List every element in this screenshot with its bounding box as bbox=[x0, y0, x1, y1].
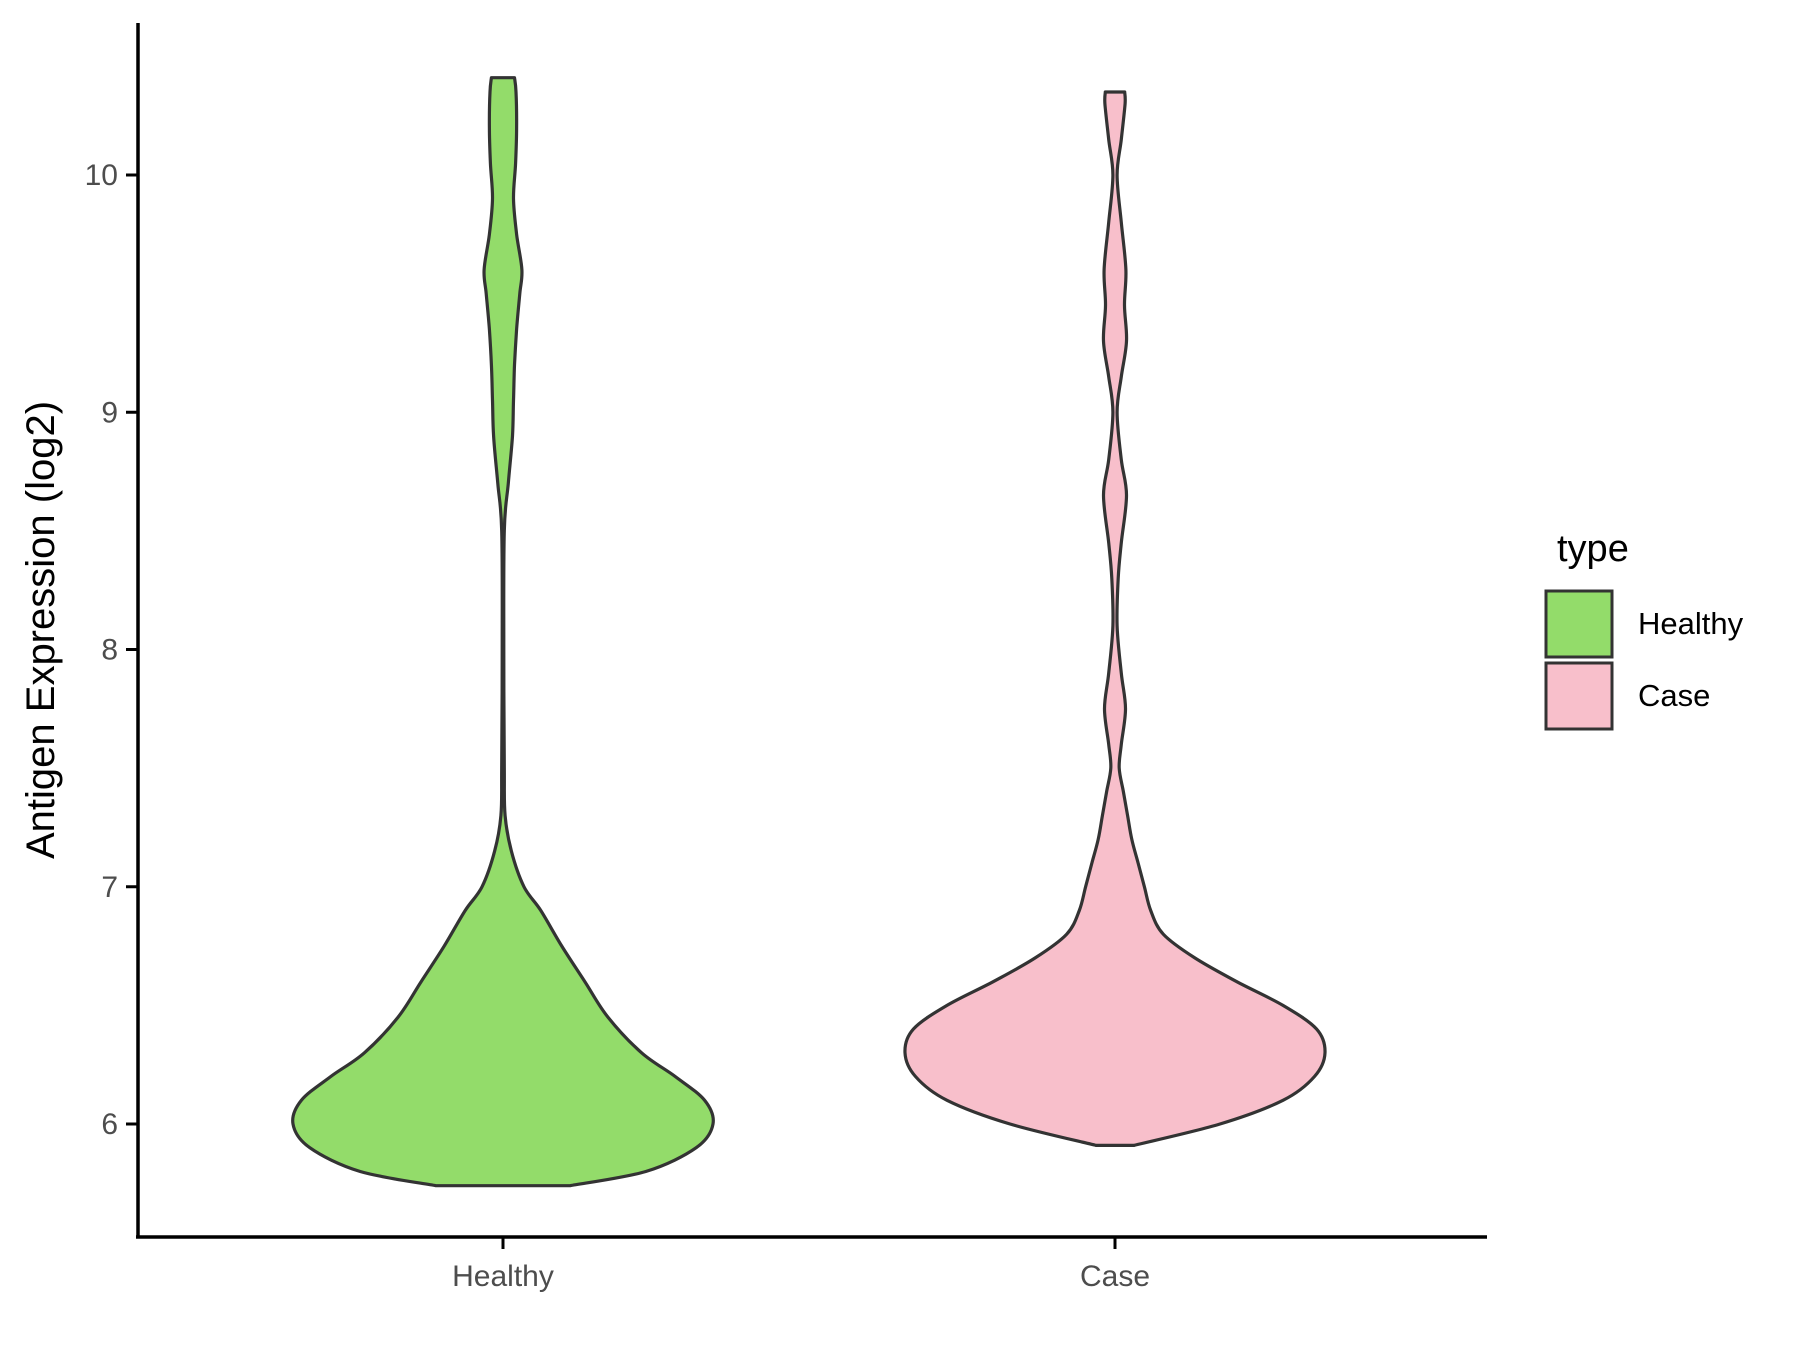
y-tick-label: 7 bbox=[101, 871, 118, 904]
x-tick-label: Case bbox=[1080, 1260, 1150, 1293]
legend-label-case: Case bbox=[1638, 678, 1710, 713]
y-tick-label: 6 bbox=[101, 1108, 118, 1141]
y-tick-label: 8 bbox=[101, 634, 118, 667]
legend: type Healthy Case bbox=[1544, 528, 1744, 731]
legend-label-healthy: Healthy bbox=[1638, 606, 1744, 641]
y-tick-label: 10 bbox=[85, 159, 118, 192]
y-ticks: 6 7 8 9 10 bbox=[85, 159, 138, 1141]
legend-key-case bbox=[1544, 661, 1614, 731]
y-tick-label: 9 bbox=[101, 396, 118, 429]
legend-key-healthy bbox=[1544, 589, 1614, 659]
x-ticks: Healthy Case bbox=[452, 1237, 1150, 1293]
y-axis-title: Antigen Expression (log2) bbox=[19, 401, 63, 859]
legend-items: Healthy Case bbox=[1544, 589, 1744, 731]
x-tick-label: Healthy bbox=[452, 1260, 554, 1293]
legend-title: type bbox=[1557, 528, 1629, 570]
plot-area bbox=[291, 76, 1327, 1188]
axes bbox=[136, 23, 1487, 1239]
violin-case bbox=[903, 90, 1327, 1147]
violin-healthy bbox=[291, 76, 715, 1188]
